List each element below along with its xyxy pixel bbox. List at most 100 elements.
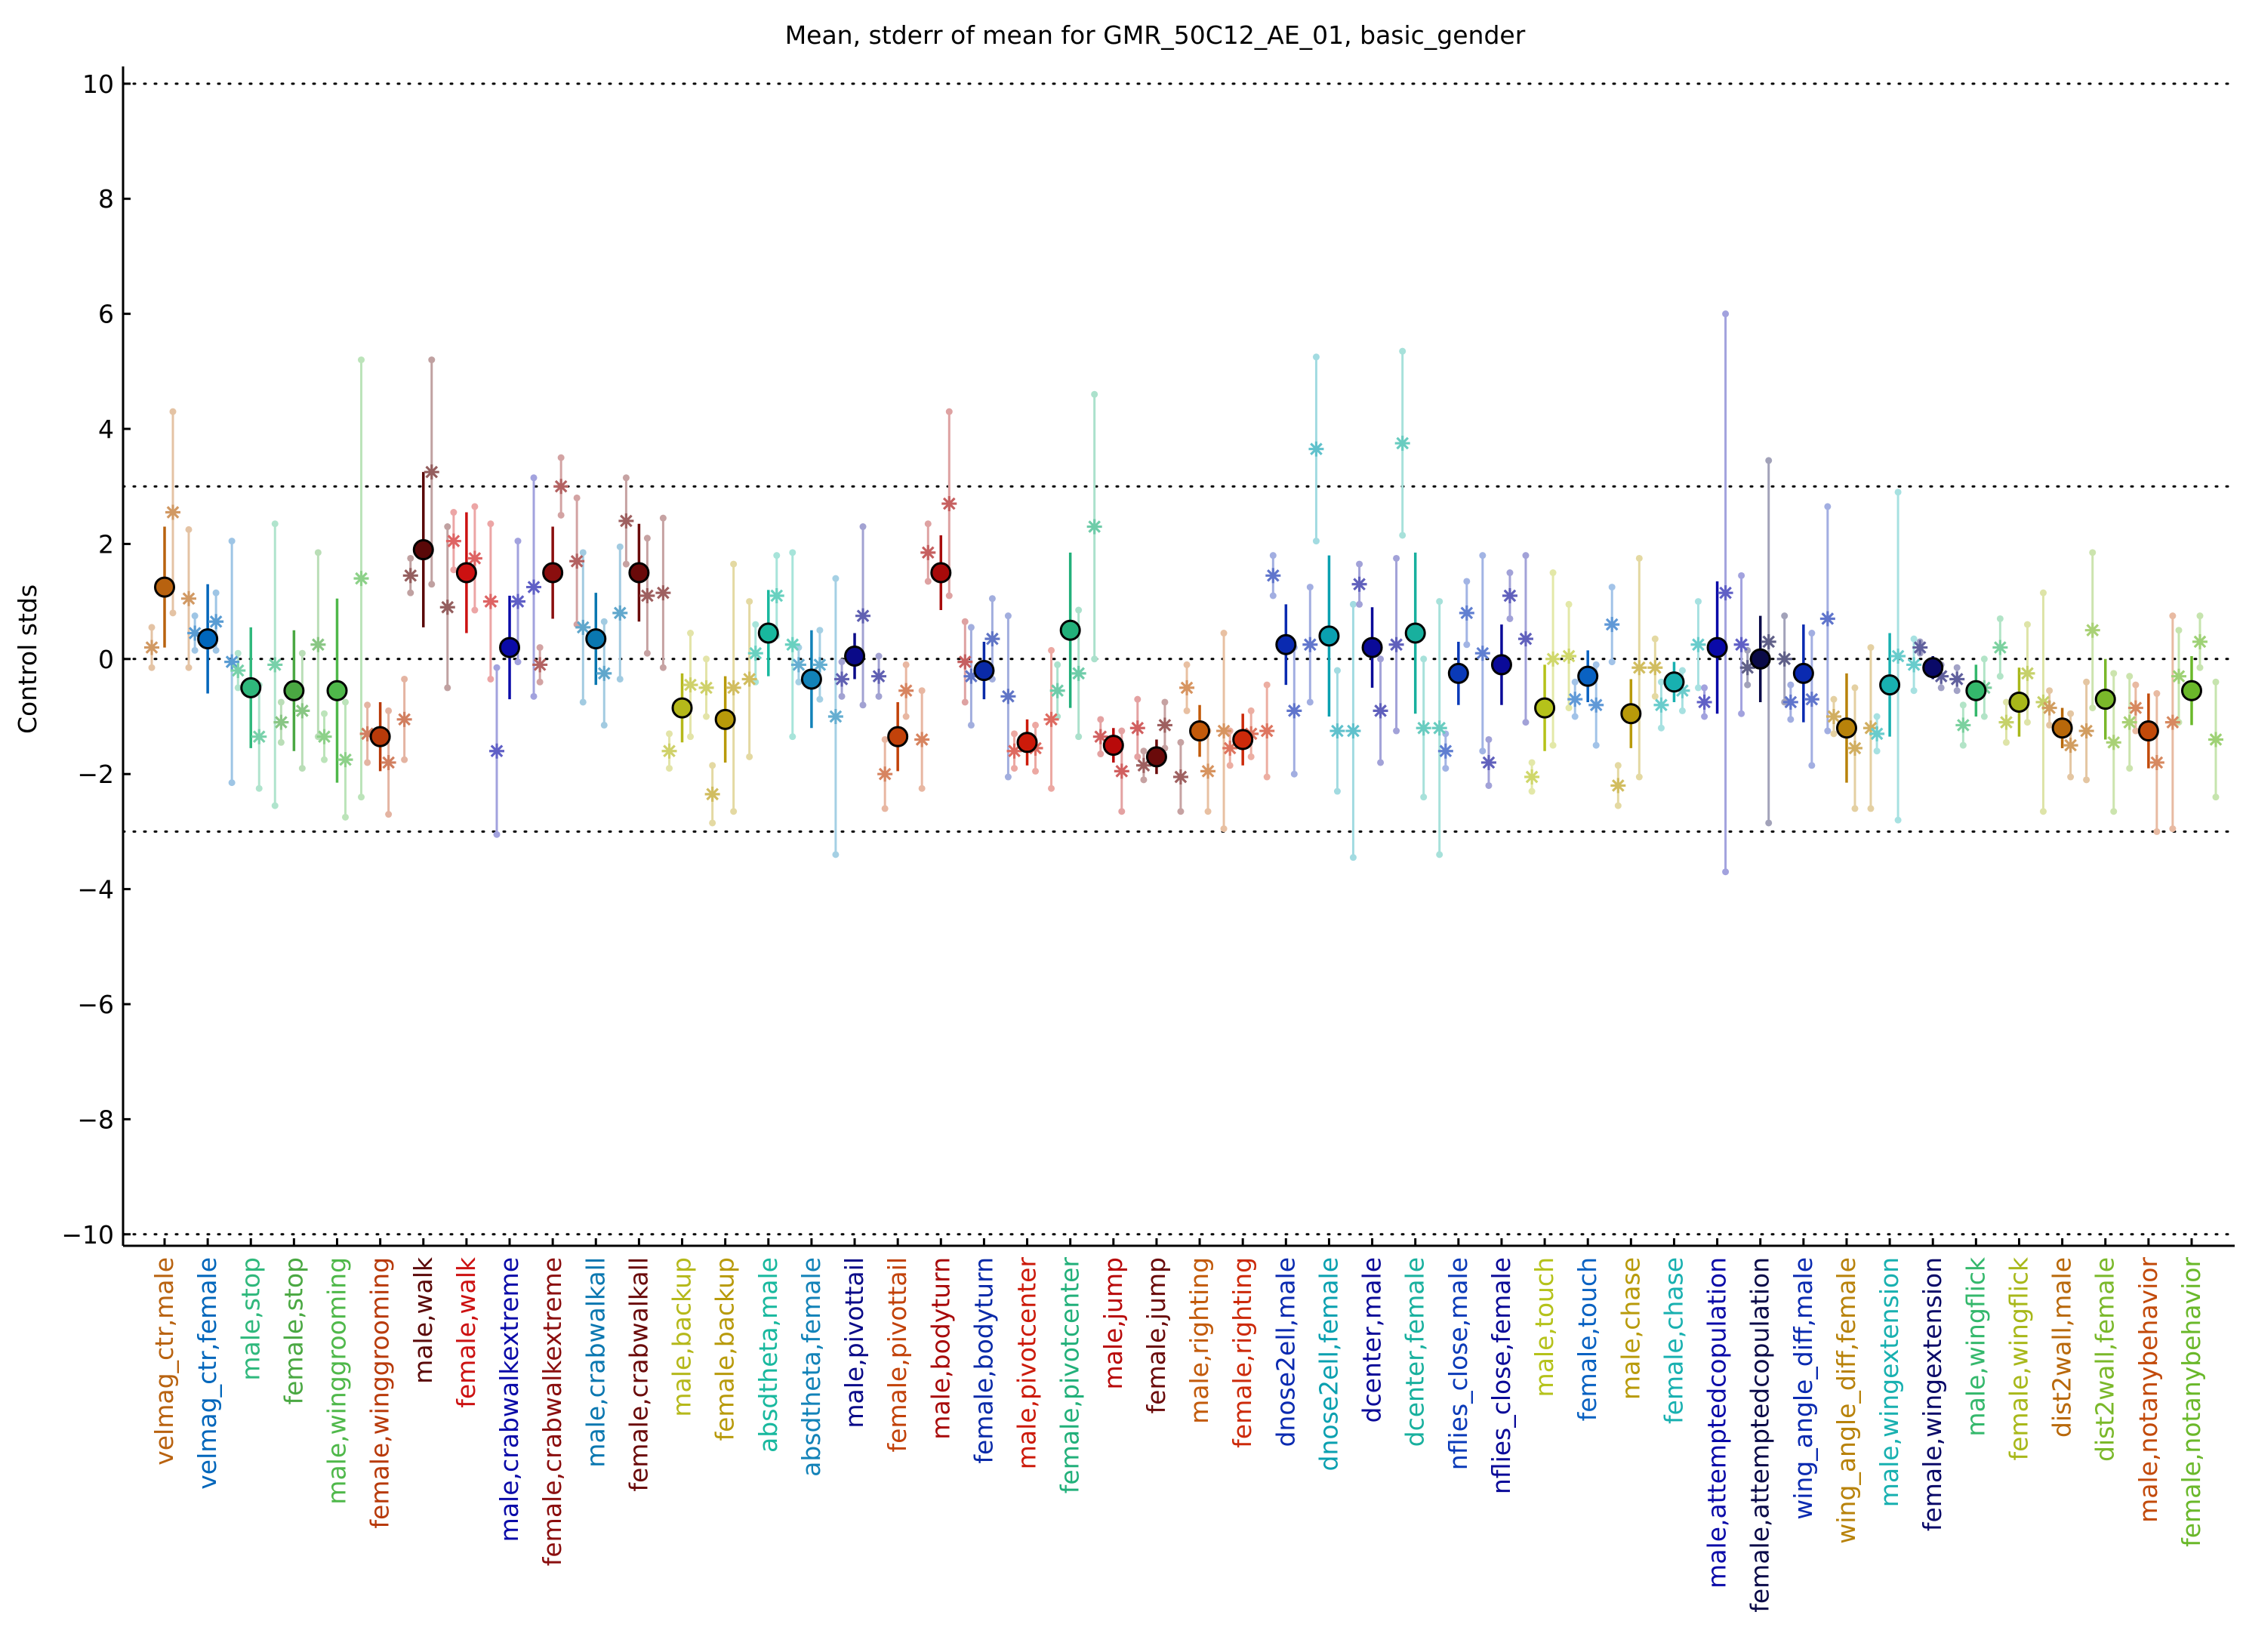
- error-bar-cap: [1765, 457, 1773, 464]
- error-bar-cap: [1867, 644, 1875, 652]
- mean-marker: [1404, 622, 1426, 644]
- mean-marker: [1447, 662, 1469, 684]
- mean-marker: [887, 726, 909, 747]
- star-stroke: [1848, 741, 1862, 755]
- error-bar-cap: [1678, 667, 1686, 674]
- error-bar-cap: [2089, 704, 2097, 712]
- error-bar-cap: [967, 624, 975, 631]
- individual-mean-marker: [1351, 576, 1367, 592]
- star-stroke: [1864, 721, 1878, 735]
- star-stroke: [2123, 716, 2137, 729]
- individual-mean-marker: [251, 729, 267, 744]
- error-bar-cap: [1522, 719, 1530, 726]
- error-bar-cap: [1333, 787, 1341, 795]
- individual-mean-marker: [273, 714, 289, 730]
- individual-mean-marker: [812, 657, 827, 673]
- error-bar-cap: [2002, 698, 2010, 706]
- star-stroke: [1934, 670, 1948, 683]
- star-stroke: [1891, 649, 1905, 663]
- star-stroke: [382, 756, 395, 769]
- mean-marker: [2008, 691, 2030, 713]
- star-stroke: [1158, 719, 1172, 732]
- mean-marker: [1275, 633, 1297, 655]
- individual-mean-marker: [482, 593, 498, 609]
- star-stroke: [145, 641, 159, 654]
- error-bar-cap: [859, 701, 867, 709]
- individual-mean-marker: [1216, 723, 1232, 739]
- x-tick-label: male,walk: [408, 1256, 438, 1384]
- error-bar-cap: [1694, 598, 1702, 606]
- error-bar-cap: [1290, 770, 1298, 778]
- x-tick-label: female,pivottail: [883, 1257, 912, 1453]
- error-bar-cap: [557, 511, 565, 519]
- x-tick-label: dnose2ell,female: [1314, 1257, 1343, 1471]
- mean-marker: [800, 668, 822, 690]
- error-bar-cap: [1910, 687, 1918, 695]
- individual-mean-marker: [380, 754, 396, 770]
- error-bar-cap: [1463, 641, 1471, 649]
- individual-mean-marker: [1114, 763, 1129, 779]
- x-tick-label: female,righting: [1228, 1257, 1257, 1448]
- star-stroke: [188, 627, 202, 640]
- error-bar-cap: [666, 765, 673, 772]
- individual-mean-marker: [2171, 668, 2186, 684]
- error-bar-cap: [961, 618, 969, 625]
- error-bar-cap: [2153, 690, 2161, 698]
- mean-marker: [1059, 619, 1081, 641]
- error-bar-cap: [1894, 489, 1902, 496]
- error-bar-cap: [961, 698, 969, 706]
- error-bar-cap: [2196, 612, 2204, 620]
- individual-mean-marker: [1890, 649, 1906, 664]
- individual-mean-marker: [769, 587, 784, 603]
- error-bar-cap: [789, 549, 796, 556]
- star-stroke: [727, 681, 740, 695]
- individual-mean-marker: [957, 654, 973, 670]
- individual-mean-marker: [661, 743, 677, 759]
- individual-mean-marker: [1437, 743, 1453, 759]
- individual-mean-marker: [1071, 665, 1086, 681]
- error-bar-cap: [1894, 816, 1902, 824]
- star-stroke: [2129, 701, 2143, 714]
- error-bar-cap: [1048, 646, 1055, 654]
- chart-title: Mean, stderr of mean for GMR_50C12_AE_01…: [785, 20, 1526, 50]
- error-bar-cap: [1506, 569, 1514, 577]
- star-stroke: [209, 615, 223, 628]
- error-bar-cap: [1436, 851, 1443, 858]
- error-bar-cap: [2126, 765, 2134, 772]
- y-axis-ticks: 10 8 6 4 2 0 −2 −4 −6 −8 −10: [61, 69, 2193, 1250]
- individual-mean-marker: [1647, 660, 1663, 676]
- error-bar-cap: [1781, 612, 1788, 620]
- star-stroke: [2021, 667, 2034, 680]
- individual-mean-marker: [1819, 611, 1835, 627]
- error-bar-cap: [407, 554, 414, 562]
- star-stroke: [1994, 641, 2007, 654]
- individual-mean-marker: [1000, 689, 1016, 704]
- star-stroke: [1907, 658, 1921, 671]
- mean-marker: [2137, 720, 2159, 742]
- error-bar-cap: [1204, 808, 1212, 815]
- mean-marker: [1102, 735, 1124, 757]
- error-bar-cap: [703, 655, 710, 663]
- star-stroke: [613, 606, 627, 620]
- error-bar-cap: [1608, 584, 1616, 591]
- individual-mean-marker: [1416, 720, 1431, 736]
- error-bar-cap: [789, 733, 796, 741]
- individual-mean-marker: [618, 513, 634, 529]
- mean-marker: [1318, 625, 1340, 647]
- error-bar-cap: [838, 658, 846, 666]
- error-bar-cap: [1937, 684, 1945, 692]
- individual-mean-marker: [1265, 568, 1281, 584]
- error-bar-cap: [2067, 710, 2075, 717]
- star-stroke: [921, 546, 935, 559]
- error-bar-cap: [1420, 655, 1428, 663]
- star-stroke: [231, 664, 245, 677]
- error-bar-cap: [298, 765, 306, 772]
- error-bar-cap: [746, 753, 753, 760]
- individual-mean-marker: [1561, 649, 1577, 664]
- x-tick-label: male,jump: [1098, 1257, 1128, 1390]
- error-bar-cap: [385, 707, 393, 714]
- error-bar-cap: [1824, 503, 1832, 510]
- error-bar-cap: [2083, 776, 2090, 784]
- star-stroke: [1353, 578, 1366, 591]
- individual-mean-marker: [1825, 709, 1841, 725]
